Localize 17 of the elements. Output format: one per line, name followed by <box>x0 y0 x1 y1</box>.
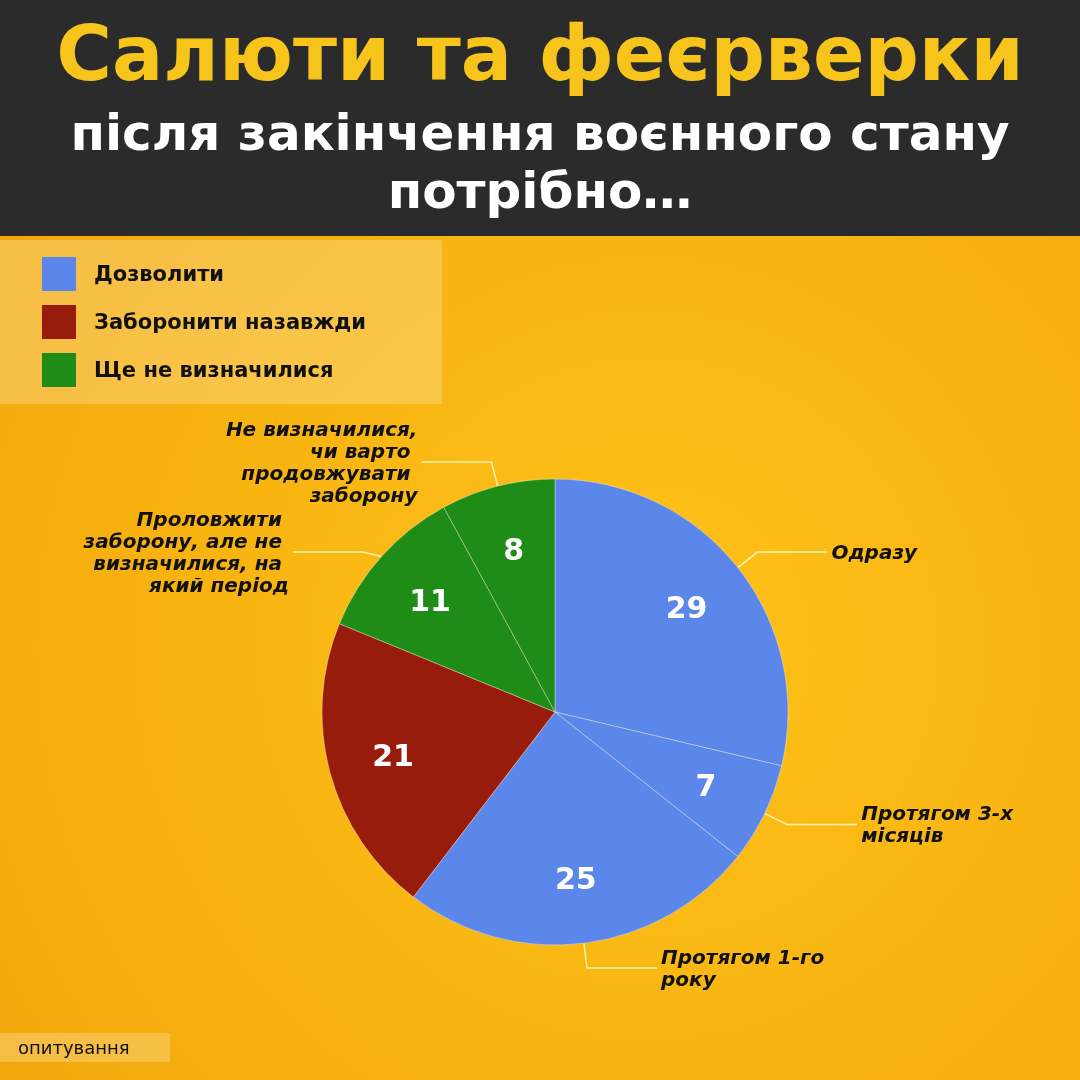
slice-label: Протягом 1-го року <box>660 945 832 992</box>
data-label: 29 <box>665 590 708 626</box>
text: Заборонити назавжди <box>94 310 366 334</box>
data-label: 25 <box>554 860 597 896</box>
text: Ще не визначилися <box>94 358 334 382</box>
slice-label: Не визначилися,чи варто продовжувати заборону <box>225 416 419 507</box>
chart-title: Салюти та феєрверки <box>55 8 1025 100</box>
slice-label: Одразу <box>831 540 919 565</box>
data-label: 21 <box>372 738 414 774</box>
slice-label: Проловжити заборону, але не визначилися, на який період <box>82 506 289 597</box>
chart-subtitle: після закінчення воєнного стану потрібно… <box>69 104 1011 220</box>
data-label: 7 <box>695 767 717 803</box>
slice-label: Протягом 3-х місяців <box>861 801 1021 848</box>
data-label: 11 <box>409 582 451 618</box>
text: Дозволити <box>94 262 225 286</box>
text: опитування <box>0 1033 170 1062</box>
data-label: 8 <box>503 531 525 567</box>
